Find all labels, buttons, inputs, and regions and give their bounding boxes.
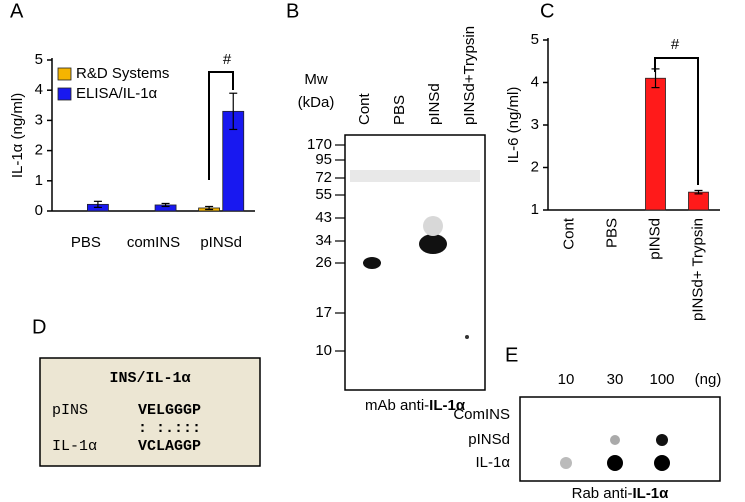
marker-label: 26 (315, 254, 332, 271)
error-bar (651, 68, 660, 89)
marker-label: 170 (307, 136, 332, 153)
alignment-box (39, 357, 261, 467)
lane-label: pINSd (426, 83, 443, 125)
annotation: # (671, 36, 680, 53)
y-tick-label: 2 (531, 158, 539, 175)
blot-caption: mAb anti-IL-1α (365, 397, 466, 414)
x-tick-label: Cont (560, 217, 577, 250)
legend-swatch (57, 67, 72, 81)
legend-label: ELISA/IL-1α (76, 85, 158, 102)
y-tick-label: 2 (35, 142, 43, 159)
alignment-title: INS/IL-1α (109, 370, 190, 387)
marker-label: 55 (315, 186, 332, 203)
lane-label: Cont (356, 92, 373, 125)
panel-letter: D (32, 316, 46, 338)
y-tick-label: 1 (531, 201, 539, 218)
seq-name: IL-1α (52, 438, 97, 455)
caption-bold: IL-1α (429, 397, 466, 414)
marker-label: 95 (315, 151, 332, 168)
match-line: : :.::: (138, 420, 201, 437)
x-tick-label: pINSd (200, 234, 242, 251)
error-bar (93, 200, 102, 208)
bracket (208, 57, 699, 185)
row-label: ComINS (453, 406, 510, 423)
marker-label: 34 (315, 232, 332, 249)
panel-letter: C (540, 0, 554, 22)
marker-label: 17 (315, 304, 332, 321)
dot-blot-caption: Rab anti-IL-1α (572, 485, 670, 502)
panel-letter: B (286, 0, 299, 22)
sequence: VELGGGP (138, 402, 201, 419)
panel-letter: E (505, 344, 518, 366)
caption-text: Rab anti- (572, 485, 633, 502)
column-label: 10 (558, 371, 575, 388)
column-label: 100 (649, 371, 674, 388)
bar (645, 77, 666, 211)
caption-bold: IL-1α (632, 485, 669, 502)
legend-label: R&D Systems (76, 65, 169, 82)
y-tick-label: 4 (35, 81, 43, 98)
y-tick-label: 5 (35, 51, 43, 68)
y-tick-label: 1 (35, 172, 43, 189)
x-tick-label: comINS (127, 234, 180, 251)
y-tick-label: 0 (35, 202, 43, 219)
blot-bands (350, 170, 480, 339)
error-bar (694, 189, 703, 195)
column-label: 30 (607, 371, 624, 388)
y-axis-label: IL-6 (ng/ml) (505, 87, 522, 164)
caption-text: mAb anti- (365, 397, 429, 414)
row-label: pINSd (468, 431, 510, 448)
lane-label: PBS (391, 95, 408, 125)
seq-name: pINS (52, 402, 88, 419)
x-tick-label: pINSd+ Trypsin (689, 218, 706, 321)
error-bar (229, 92, 238, 131)
panel-letter: A (10, 0, 24, 22)
kda-label: (kDa) (298, 94, 335, 111)
y-tick-label: 5 (531, 31, 539, 48)
y-tick-label: 4 (531, 73, 539, 90)
error-bar (205, 205, 214, 211)
bar (688, 191, 709, 211)
marker-label: 10 (315, 342, 332, 359)
y-axis-label: IL-1α (ng/ml) (9, 93, 26, 178)
x-tick-label: PBS (71, 234, 101, 251)
marker-label: 72 (315, 169, 332, 186)
unit-label: (ng) (695, 371, 722, 388)
legend-swatch (57, 87, 72, 101)
marker-label: 43 (315, 209, 332, 226)
error-bar (161, 202, 170, 208)
annotation: # (223, 51, 232, 68)
lane-label: pINSd+Trypsin (461, 26, 478, 125)
y-tick-label: 3 (35, 111, 43, 128)
mw-label: Mw (304, 71, 327, 88)
dots (560, 434, 670, 471)
y-tick-label: 3 (531, 116, 539, 133)
x-tick-label: pINSd (646, 218, 663, 260)
row-label: IL-1α (475, 454, 510, 471)
x-tick-label: PBS (603, 218, 620, 248)
sequence: VCLAGGP (138, 438, 201, 455)
